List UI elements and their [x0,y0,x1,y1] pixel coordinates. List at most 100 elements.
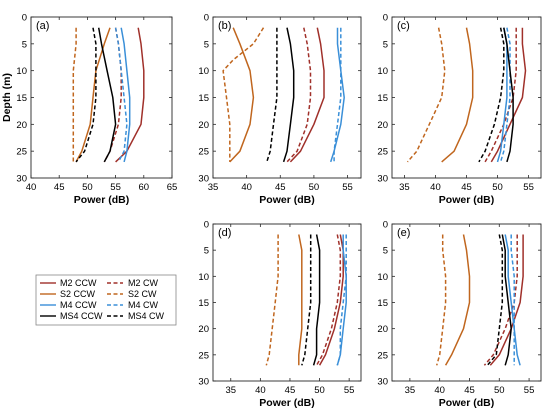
legend-label: S2 CCW [60,289,96,299]
chart-panel: 40 45 50 55 60 65 0 5 10 15 20 25 30 (a) Power (dB) Dep… [1,13,177,207]
y-tick-label: 10 [198,66,209,77]
legend-entry-3: S2 CW [107,289,157,299]
x-tick-label: 65 [167,182,178,193]
x-tick-label: 35 [405,385,416,396]
series-line-s2-cw [406,27,446,163]
series-line-s2-cw [72,27,77,162]
x-tick-label: 40 [241,182,252,193]
chart-panel: 35 40 45 50 55 0 5 10 15 20 25 30 (e) Power (dB) [377,220,542,409]
series-line-ms4-ccw [312,234,321,366]
x-tick-label: 45 [464,385,475,396]
y-tick-label: 5 [22,39,27,50]
legend-entry-4: M4 CCW [40,300,97,310]
x-tick-label: 50 [492,182,503,193]
y-tick-label: 15 [198,93,209,104]
y-tick-label: 0 [383,220,388,231]
legend-entry-7: MS4 CW [107,311,165,321]
y-tick-label: 20 [16,120,27,131]
panel-label: (e) [397,227,410,239]
y-tick-label: 20 [377,120,388,131]
x-axis-label: Power (dB) [259,397,314,409]
x-tick-label: 45 [54,182,65,193]
series-line-m2-ccw [289,27,325,163]
x-axis-label: Power (dB) [439,397,494,409]
y-tick-label: 0 [383,13,388,24]
series-line-m2-cw [286,27,312,163]
x-tick-label: 55 [524,385,535,396]
series-line-m2-cw [484,27,517,163]
series-line-m2-cw [315,234,342,366]
legend-entry-1: M2 CW [107,278,159,288]
legend-label: M4 CW [128,300,159,310]
series-line-m4-cw [510,234,515,366]
y-tick-label: 25 [16,147,27,158]
legend-box [35,274,177,326]
x-tick-label: 50 [494,385,505,396]
x-tick-label: 55 [110,182,121,193]
plot-area [213,224,361,381]
series-line-m2-ccw [490,27,527,163]
x-axis-label: Power (dB) [259,194,314,206]
y-tick-label: 0 [204,220,209,231]
x-tick-label: 55 [342,182,353,193]
series-line-m2-ccw [489,234,524,366]
legend-label: M2 CW [128,278,159,288]
y-tick-label: 10 [377,272,388,283]
y-axis-label: Depth (m) [1,73,13,122]
x-tick-label: 40 [255,385,266,396]
series-line-m4-ccw [120,27,131,163]
y-tick-label: 25 [198,147,209,158]
y-tick-label: 20 [198,120,209,131]
x-tick-label: 50 [314,385,325,396]
y-tick-label: 5 [383,246,388,257]
series-line-ms4-cw [266,27,278,163]
y-tick-label: 0 [22,13,27,24]
series-line-m4-cw [336,234,347,366]
series-line-m4-cw [114,27,128,163]
y-tick-label: 0 [204,13,209,24]
x-tick-label: 45 [285,385,296,396]
series-line-s2-ccw [298,234,303,366]
legend-label: M2 CCW [60,278,97,288]
panel-label: (c) [397,20,410,32]
x-tick-label: 40 [434,385,445,396]
chart-panel: 35 40 45 50 55 0 5 10 15 20 25 30 (b) Power (dB) [198,13,362,206]
y-tick-label: 25 [377,350,388,361]
y-tick-label: 15 [377,93,388,104]
legend-entry-2: S2 CCW [40,289,96,299]
series-line-ms4-ccw [501,234,512,366]
x-tick-label: 60 [139,182,150,193]
series-line-ms4-cw [478,27,505,163]
y-tick-label: 30 [198,174,209,185]
x-axis-label: Power (dB) [439,194,494,206]
y-tick-label: 15 [16,93,27,104]
y-tick-label: 10 [16,66,27,77]
y-tick-label: 10 [377,66,388,77]
x-tick-label: 50 [309,182,320,193]
series-line-s2-cw [222,27,265,162]
x-tick-label: 45 [275,182,286,193]
y-tick-label: 30 [16,174,27,185]
series-line-s2-ccw [75,27,111,163]
series-line-ms4-ccw [97,27,117,163]
series-line-m4-cw [333,27,342,162]
series-line-s2-cw [435,234,447,366]
legend-entry-0: M2 CCW [40,278,97,288]
legend-label: M4 CCW [60,300,97,310]
series-line-ms4-ccw [282,27,295,163]
y-tick-label: 30 [377,377,388,388]
y-tick-label: 30 [198,377,209,388]
y-tick-label: 20 [198,324,209,335]
x-tick-label: 45 [461,182,472,193]
y-tick-label: 5 [204,246,209,257]
y-tick-label: 20 [377,324,388,335]
legend-entry-6: MS4 CCW [40,311,103,321]
plot-area [213,17,361,178]
legend-label: S2 CW [128,289,157,299]
x-tick-label: 55 [523,182,534,193]
legend-label: MS4 CCW [60,311,103,321]
x-tick-label: 50 [82,182,93,193]
series-line-ms4-ccw [503,27,514,163]
x-tick-label: 40 [26,182,37,193]
